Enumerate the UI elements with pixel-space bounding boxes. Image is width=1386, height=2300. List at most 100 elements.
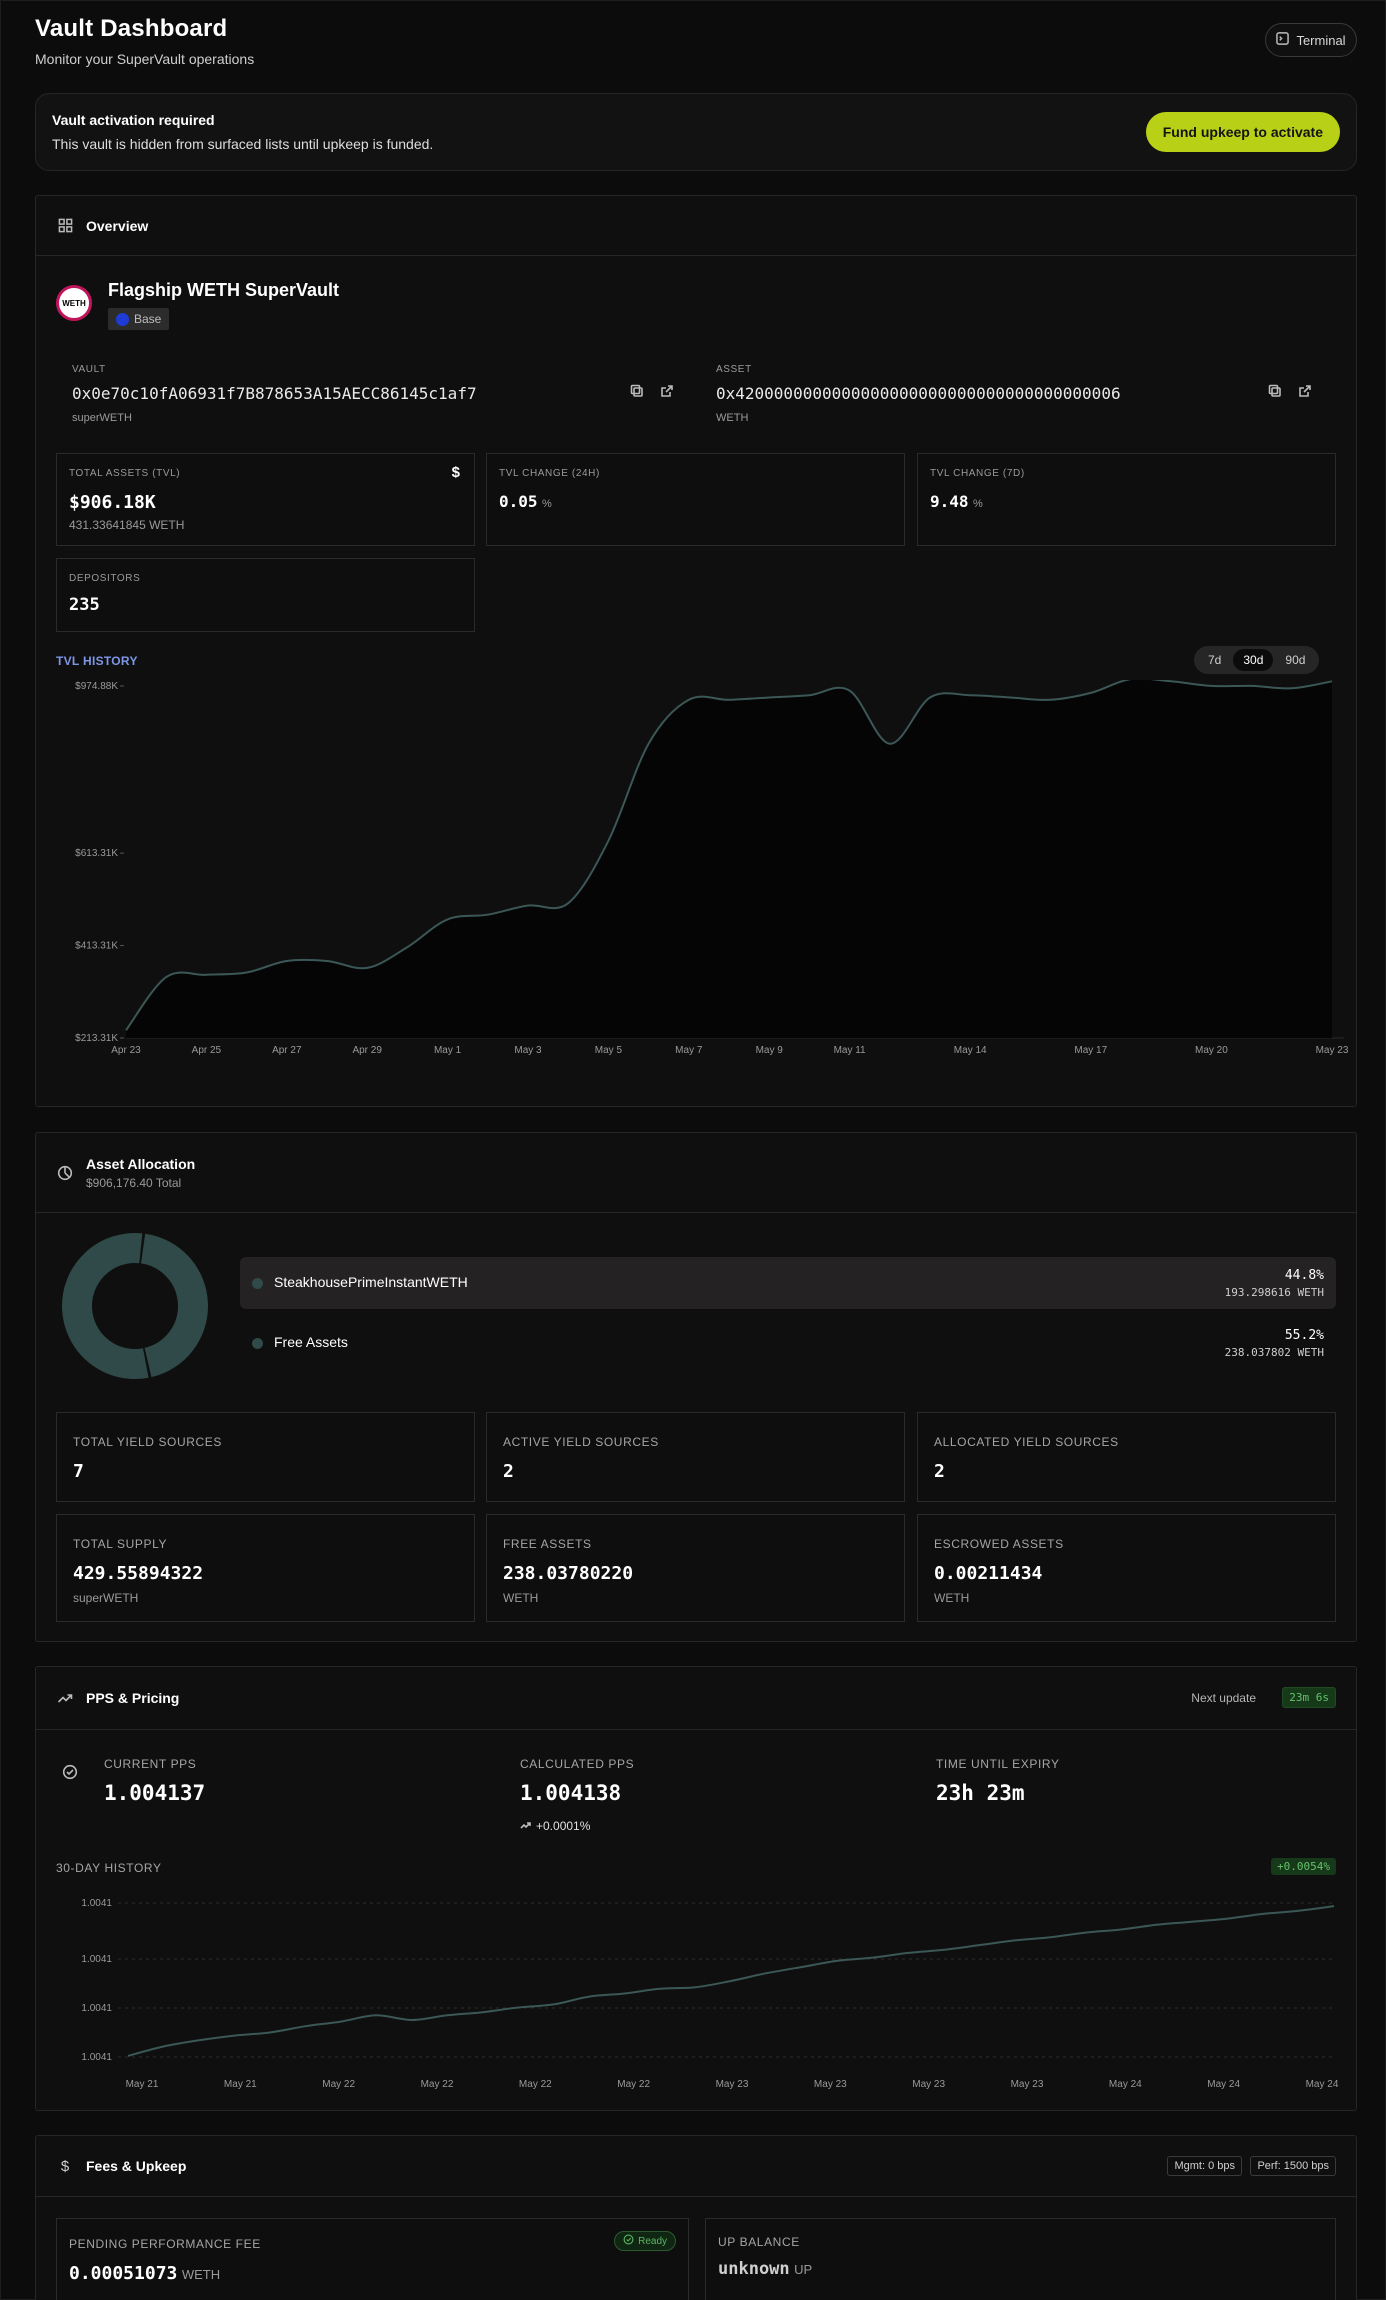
y-tick-label: $974.88K xyxy=(75,681,118,692)
tvl-stat-card: TOTAL ASSETS (TVL) $ $906.18K 431.336418… xyxy=(56,453,475,546)
weth-logo-text: WETH xyxy=(62,298,86,308)
asset-address: 0x42000000000000000000000000000000000000… xyxy=(716,384,1121,403)
base-network-icon xyxy=(116,312,129,326)
fees-header: $ Fees & Upkeep xyxy=(36,2136,1356,2197)
y-tick-label: 1.0041 xyxy=(81,2003,112,2014)
allocation-percent: 44.8% xyxy=(1284,1268,1324,1283)
copy-asset-address-icon[interactable] xyxy=(1268,384,1282,403)
depositors-value: 235 xyxy=(69,595,100,615)
stat-value: 7 xyxy=(73,1461,84,1482)
range-30d[interactable]: 30d xyxy=(1233,649,1274,671)
range-90d[interactable]: 90d xyxy=(1285,653,1306,667)
asset-address-block: ASSET 0x42000000000000000000000000000000… xyxy=(716,364,1121,424)
terminal-button-label: Terminal xyxy=(1296,32,1346,48)
tvl-sub: 431.33641845 WETH xyxy=(69,518,185,532)
pps-history-title: 30-DAY HISTORY xyxy=(56,1861,162,1875)
x-tick-label: Apr 25 xyxy=(192,1045,222,1056)
pps-line xyxy=(127,1905,1335,2057)
ready-badge: Ready xyxy=(614,2231,676,2251)
mgmt-fee-badge: Mgmt: 0 bps xyxy=(1167,2156,1242,2176)
open-asset-external-icon[interactable] xyxy=(1298,384,1312,403)
network-label: Base xyxy=(134,312,162,326)
stat-label: FREE ASSETS xyxy=(503,1537,592,1551)
allocation-name: SteakhousePrimeInstantWETH xyxy=(274,1274,468,1290)
stat-card: ESCROWED ASSETS 0.00211434 WETH xyxy=(917,1514,1336,1622)
x-tick-label: May 24 xyxy=(1109,2079,1142,2090)
allocation-item[interactable]: SteakhousePrimeInstantWETH 44.8% 193.298… xyxy=(240,1257,1336,1309)
tvl-value: $906.18K xyxy=(69,492,156,513)
x-tick-label: May 23 xyxy=(1316,1045,1349,1056)
alert-message: This vault is hidden from surfaced lists… xyxy=(52,136,434,152)
terminal-button[interactable]: Terminal xyxy=(1265,23,1357,57)
y-tick-label: 1.0041 xyxy=(81,1898,112,1909)
allocation-title: Asset Allocation xyxy=(86,1155,196,1172)
dollar-icon: $ xyxy=(451,464,460,481)
tvl-change-7d-card: TVL CHANGE (7D) 9.48 % xyxy=(917,453,1336,546)
stat-value: 429.55894322 xyxy=(73,1563,204,1584)
x-tick-label: May 24 xyxy=(1207,2079,1240,2090)
range-7d[interactable]: 7d xyxy=(1208,653,1222,667)
stat-label: ACTIVE YIELD SOURCES xyxy=(503,1435,659,1449)
calculated-pps-value: 1.004138 xyxy=(520,1781,622,1805)
pending-fee-unit: WETH xyxy=(181,2267,221,2282)
pending-fee-value: 0.00051073 xyxy=(69,2263,178,2284)
check-circle-small-icon xyxy=(623,2232,634,2250)
current-pps-value: 1.004137 xyxy=(104,1781,206,1805)
terminal-icon xyxy=(1276,32,1290,48)
x-tick-label: May 14 xyxy=(954,1045,987,1056)
y-tick-label: $413.31K xyxy=(75,941,118,952)
stat-value: 0.00211434 xyxy=(934,1563,1043,1584)
vault-name: Flagship WETH SuperVault xyxy=(108,280,340,300)
x-tick-label: May 1 xyxy=(434,1045,462,1056)
allocation-section: Asset Allocation $906,176.40 Total Steak… xyxy=(35,1132,1357,1642)
x-tick-label: May 5 xyxy=(595,1045,623,1056)
tvl-change-24h-label: TVL CHANGE (24H) xyxy=(499,468,600,479)
range-selector: 7d 30d 90d xyxy=(1194,646,1320,674)
fund-upkeep-button[interactable]: Fund upkeep to activate xyxy=(1145,112,1340,152)
pps-header: PPS & Pricing xyxy=(36,1667,1356,1730)
tvl-change-7d-value: 9.48 xyxy=(930,492,969,511)
tvl-change-24h-card: TVL CHANGE (24H) 0.05 % xyxy=(486,453,905,546)
pending-fee-card: PENDING PERFORMANCE FEE Ready 0.00051073… xyxy=(56,2218,689,2300)
x-tick-label: May 22 xyxy=(617,2079,650,2090)
calculated-pps-change: +0.0001% xyxy=(520,1819,590,1833)
donut-slice[interactable] xyxy=(140,1233,208,1378)
x-tick-label: May 9 xyxy=(756,1045,784,1056)
donut-slice[interactable] xyxy=(62,1233,149,1379)
stat-card: TOTAL YIELD SOURCES 7 xyxy=(56,1412,475,1502)
stat-label: TOTAL SUPPLY xyxy=(73,1537,168,1551)
stat-value: 238.03780220 xyxy=(503,1563,634,1584)
tvl-change-24h-unit: % xyxy=(541,498,552,510)
pps-history-change-badge: +0.0054% xyxy=(1271,1858,1336,1875)
stat-card: ACTIVE YIELD SOURCES 2 xyxy=(486,1412,905,1502)
next-update-badge: 23m 6s xyxy=(1282,1687,1336,1708)
up-balance-card: UP BALANCE unknown UP xyxy=(705,2218,1336,2300)
x-tick-label: Apr 27 xyxy=(272,1045,302,1056)
x-tick-label: Apr 23 xyxy=(111,1045,141,1056)
depositors-card: DEPOSITORS 235 xyxy=(56,558,475,632)
allocation-item[interactable]: Free Assets 55.2% 238.037802 WETH xyxy=(240,1317,1336,1369)
pending-fee-label: PENDING PERFORMANCE FEE xyxy=(69,2237,261,2251)
tvl-label: TOTAL ASSETS (TVL) xyxy=(69,468,181,479)
x-tick-label: May 20 xyxy=(1195,1045,1228,1056)
allocation-donut-chart xyxy=(62,1233,208,1379)
copy-vault-address-icon[interactable] xyxy=(630,384,644,403)
x-tick-label: May 3 xyxy=(514,1045,542,1056)
stat-sub: superWETH xyxy=(73,1591,139,1605)
stat-value: 2 xyxy=(934,1461,945,1482)
open-vault-external-icon[interactable] xyxy=(660,384,674,403)
y-tick-label: 1.0041 xyxy=(81,1954,112,1965)
stat-sub: WETH xyxy=(934,1591,970,1605)
ready-badge-label: Ready xyxy=(638,2235,667,2247)
stat-label: ALLOCATED YIELD SOURCES xyxy=(934,1435,1119,1449)
vault-label: VAULT xyxy=(72,364,106,375)
stat-label: ESCROWED ASSETS xyxy=(934,1537,1064,1551)
activation-alert: Vault activation required This vault is … xyxy=(35,93,1357,171)
page-title: Vault Dashboard xyxy=(35,15,228,42)
x-tick-label: May 24 xyxy=(1306,2079,1339,2090)
stat-value: 2 xyxy=(503,1461,514,1482)
tvl-change-7d-unit: % xyxy=(972,498,983,510)
trending-up-icon xyxy=(56,1689,74,1707)
allocation-amount: 193.298616 WETH xyxy=(1224,1286,1324,1299)
